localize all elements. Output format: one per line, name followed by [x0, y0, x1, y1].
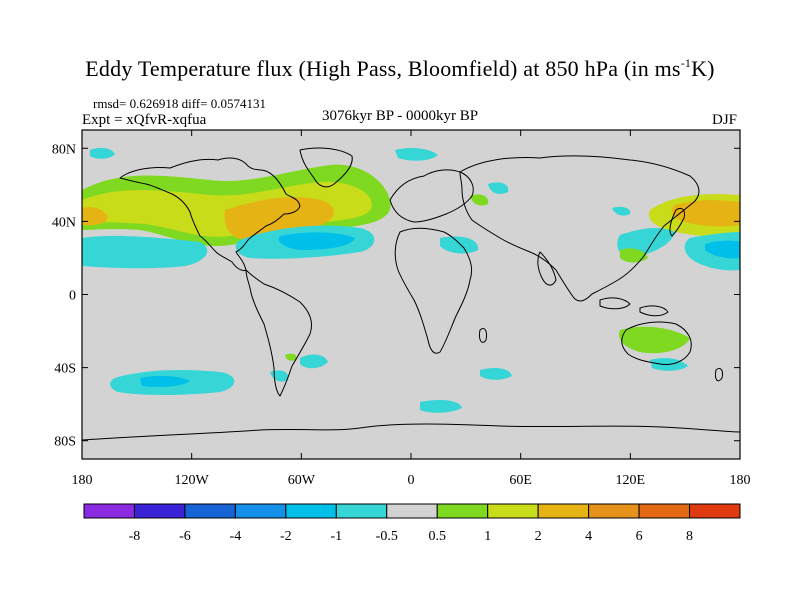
colorbar-label: -6	[179, 529, 191, 544]
colorbar-label: 6	[636, 529, 643, 544]
lon-tick-label: 60E	[509, 473, 532, 488]
colorbar-box	[436, 503, 489, 519]
colorbar-box	[689, 503, 741, 519]
anomaly-australia	[619, 326, 690, 354]
lat-tick-label: 0	[69, 289, 76, 304]
colorbar-label: -1	[330, 529, 342, 544]
experiment-label: Expt = xQfvR-xqfua	[82, 112, 207, 128]
colorbar-label: 8	[686, 529, 693, 544]
colorbar-box	[184, 503, 236, 519]
lon-tick-label: 180	[730, 473, 751, 488]
lon-tick-label: 0	[408, 473, 415, 488]
coast-greenland	[299, 147, 353, 188]
lat-tick-label: 40N	[52, 215, 76, 230]
lat-tick-label: 40S	[54, 362, 76, 377]
coast-europe	[389, 169, 474, 223]
coast-africa	[394, 227, 473, 354]
anomaly-field	[82, 147, 740, 413]
season-label: DJF	[712, 112, 738, 128]
colorbar-box	[638, 503, 691, 519]
colorbar-label: -2	[280, 529, 292, 544]
colorbar-box	[285, 503, 337, 519]
colorbar-box	[487, 503, 539, 519]
coast-asia	[459, 155, 700, 302]
lon-axis: 180 120W 60W 0 60E 120E 180	[72, 130, 751, 488]
colorbar-box	[83, 503, 135, 519]
lon-tick-label: 120E	[616, 473, 646, 488]
colorbar-label: 0.5	[428, 529, 446, 544]
colorbar-box	[588, 503, 640, 519]
lon-tick-label: 120W	[175, 473, 210, 488]
coast-north-america	[119, 157, 301, 271]
colorbar-label: 2	[535, 529, 542, 544]
colorbar-label: 1	[484, 529, 491, 544]
period-label: 3076kyr BP - 0000kyr BP	[322, 108, 479, 124]
lon-tick-label: 60W	[288, 473, 316, 488]
colorbar-label: -4	[230, 529, 242, 544]
colorbar-box	[335, 503, 388, 519]
colorbar-box	[133, 503, 186, 519]
colorbar-label: 4	[585, 529, 592, 544]
lat-tick-label: 80S	[54, 435, 76, 450]
colorbar: -8 -6 -4 -2 -1 -0.5 0.5 1 2 4 6 8	[83, 503, 741, 544]
chart-title: Eddy Temperature flux (High Pass, Bloomf…	[85, 56, 715, 81]
stats-text: rmsd= 0.626918 diff= 0.0574131	[93, 96, 266, 111]
lat-axis: 80N 40N 0 40S 80S	[52, 142, 740, 450]
lat-tick-label: 80N	[52, 142, 76, 157]
colorbar-label: -0.5	[376, 529, 398, 544]
anomaly-subtropical-pacific	[82, 235, 208, 269]
coast-australia	[621, 321, 692, 365]
coastlines	[82, 147, 740, 441]
coast-antarctica	[82, 423, 740, 441]
colorbar-label: -8	[129, 529, 141, 544]
coast-south-america	[245, 269, 313, 397]
lon-tick-label: 180	[72, 473, 93, 488]
colorbar-box	[386, 503, 438, 519]
colorbar-box	[537, 503, 590, 519]
colorbar-box	[234, 503, 287, 519]
